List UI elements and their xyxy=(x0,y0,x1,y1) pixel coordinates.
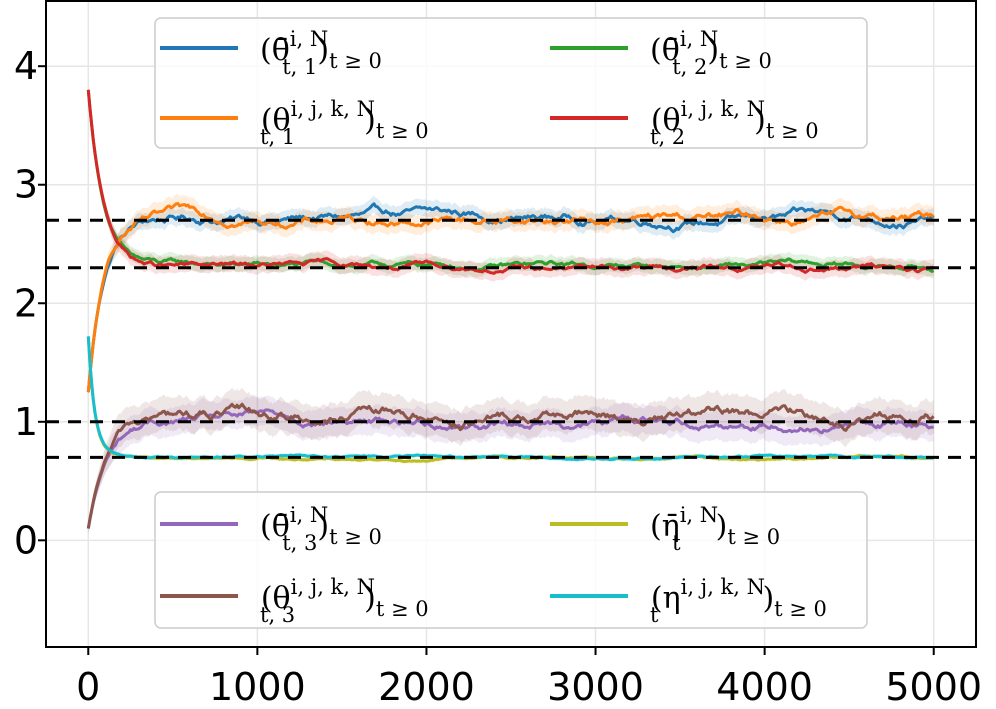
y-tick-label: 1 xyxy=(14,400,38,444)
x-tick-label: 0 xyxy=(76,665,100,709)
y-tick-label: 3 xyxy=(14,163,38,207)
legend-box xyxy=(154,491,868,629)
plot-frame xyxy=(45,0,977,648)
x-tick-label: 1000 xyxy=(209,665,306,709)
y-tick-label: 2 xyxy=(14,281,38,325)
reference-lines xyxy=(46,218,976,459)
line-theta_bar_3 xyxy=(86,408,935,529)
band-theta_bar_3 xyxy=(88,395,934,533)
line-theta_bar_1 xyxy=(86,202,935,393)
x-tick-label: 2000 xyxy=(378,665,475,709)
axis-ticks: 0 1000 2000 3000 4000 5000 0 1 2 3 4 xyxy=(14,44,982,709)
x-tick-label: 4000 xyxy=(716,665,813,709)
y-tick-label: 4 xyxy=(14,44,38,88)
y-tick-label: 0 xyxy=(14,518,38,562)
band-theta_ijk_1 xyxy=(88,194,934,395)
x-tick-label: 5000 xyxy=(885,665,982,709)
legend-box xyxy=(154,17,868,149)
x-tick-label: 3000 xyxy=(547,665,644,709)
